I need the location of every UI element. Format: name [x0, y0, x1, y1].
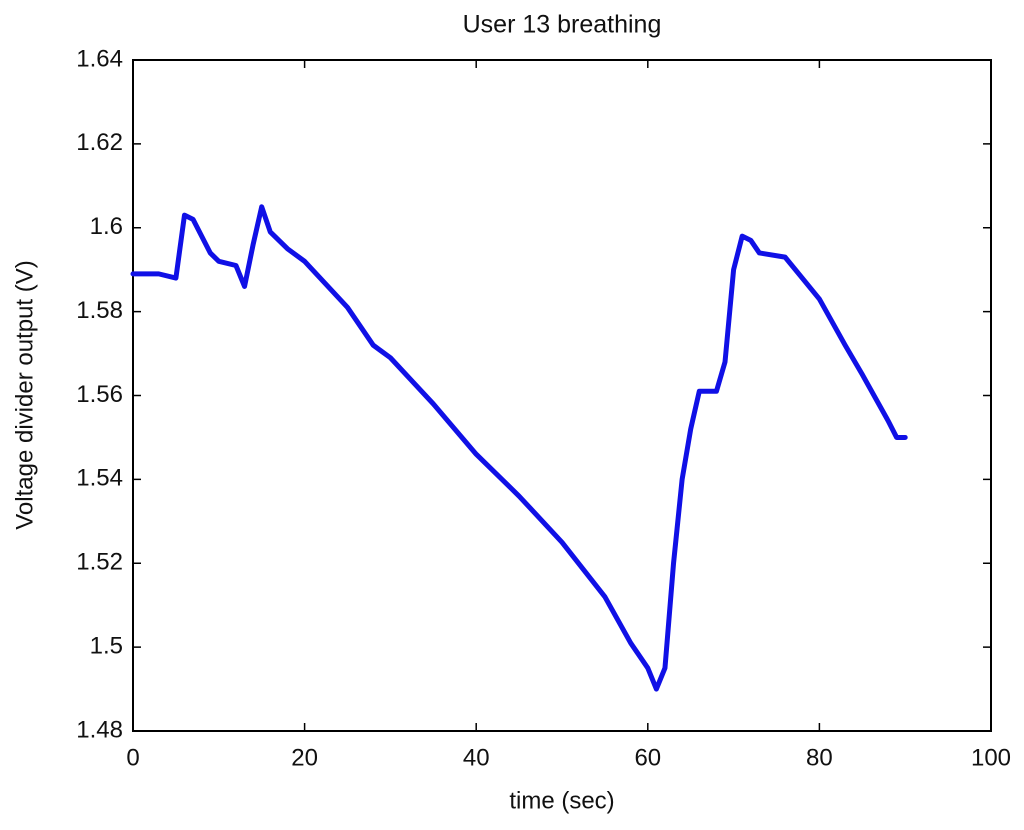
- x-axis-label: time (sec): [509, 787, 614, 814]
- y-tick-label: 1.64: [76, 45, 123, 72]
- y-axis-label: Voltage divider output (V): [11, 260, 38, 530]
- x-tick-label: 80: [806, 744, 833, 771]
- y-tick-label: 1.6: [90, 213, 123, 240]
- y-tick-label: 1.48: [76, 716, 123, 743]
- y-tick-label: 1.58: [76, 297, 123, 324]
- x-tick-label: 0: [126, 744, 139, 771]
- plot-frame: [132, 59, 992, 732]
- y-tick-label: 1.54: [76, 465, 123, 492]
- y-tick-label: 1.52: [76, 549, 123, 576]
- x-tick-label: 60: [634, 744, 661, 771]
- y-tick-label: 1.56: [76, 381, 123, 408]
- x-tick-label: 100: [971, 744, 1011, 771]
- y-tick-label: 1.62: [76, 129, 123, 156]
- x-tick-label: 40: [463, 744, 490, 771]
- y-tick-label: 1.5: [90, 632, 123, 659]
- chart-title: User 13 breathing: [463, 11, 662, 39]
- data-line: [130, 204, 908, 692]
- x-tick-label: 20: [291, 744, 318, 771]
